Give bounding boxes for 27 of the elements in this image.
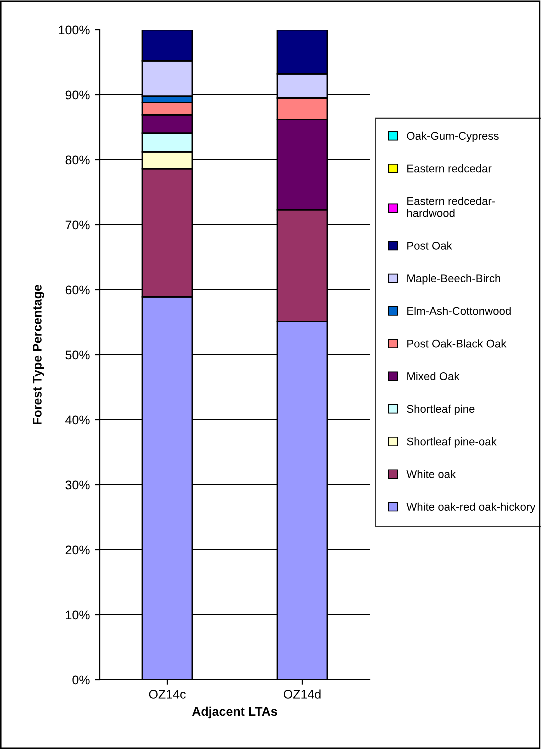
y-tick-label: 10% [66,610,90,620]
legend-label: Elm-Ash-Cottonwood [408,306,511,316]
y-axis-title: Forest Type Percentage [33,285,44,425]
y-tick-label: 40% [66,416,90,425]
y-tick-label: 0% [72,676,90,685]
y-tick-label: 70% [66,220,90,230]
legend-label: Maple-Beech-Birch [408,274,500,285]
y-tick-label: 50% [66,350,90,360]
legend-label: Mixed Oak [408,372,460,380]
legend-label: Oak-Gum-Cypress [407,132,499,142]
legend-label: Post Oak [408,242,452,250]
legend-label: Shortleaf pine [407,404,475,416]
x-tick-label: OZ14d [284,690,321,699]
y-tick-label: 90% [66,90,90,100]
y-tick-label: 20% [66,546,90,555]
y-tick-label: 30% [66,480,90,490]
y-tick-label: 60% [66,286,90,295]
legend-label: Eastern redcedar- hardwood [407,197,496,218]
y-tick-label: 100% [59,26,90,35]
x-axis-title: Adjacent LTAs [192,706,278,719]
legend-label: White oak-red oak-hickory [406,502,536,514]
legend-label: Shortleaf pine-oak [407,438,497,448]
y-tick-label: 80% [66,156,90,165]
legend-label: White oak [406,470,456,478]
legend-label: Post Oak-Black Oak [408,340,507,348]
legend-label: Eastern redcedar [408,164,492,173]
x-tick-label: OZ14c [149,690,186,699]
